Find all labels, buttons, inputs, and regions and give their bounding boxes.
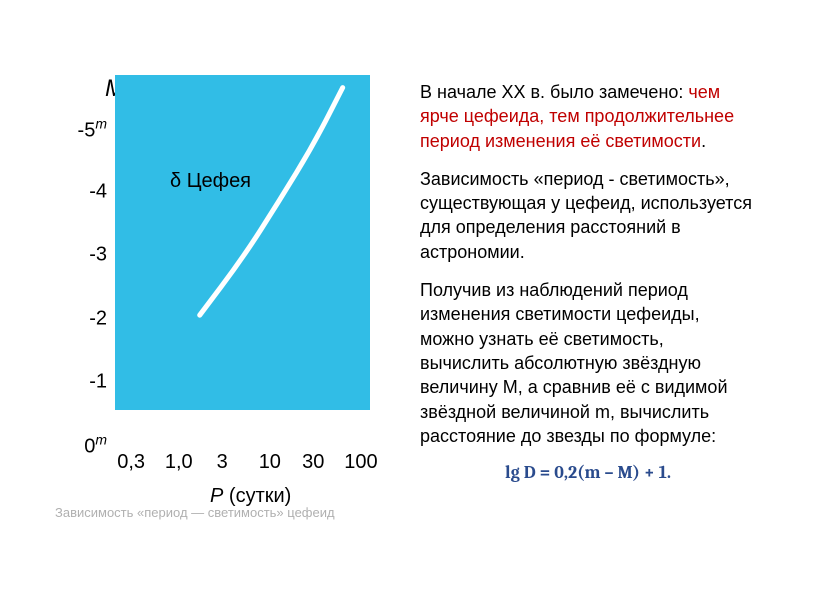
paragraph-2: Зависимость «период - светимость», сущес… <box>420 167 756 264</box>
x-tick: 100 <box>344 451 377 474</box>
y-tick: -4 <box>89 181 107 204</box>
text-column: В начале XX в. было замечено: чем ярче ц… <box>420 40 776 520</box>
slide-container: M -5m-4-3-2-10m δ Цефея 0,31,031030100 P… <box>0 0 816 520</box>
x-tick: 30 <box>302 451 324 474</box>
p1-pre: В начале XX в. было замечено: <box>420 82 688 102</box>
y-axis: -5m-4-3-2-10m <box>60 110 115 445</box>
plot-area: δ Цефея <box>115 75 370 410</box>
x-tick: 10 <box>259 451 281 474</box>
y-tick: -2 <box>89 307 107 330</box>
y-tick: -3 <box>89 244 107 267</box>
y-tick: -5m <box>78 116 107 143</box>
p1-post: . <box>701 131 706 151</box>
x-axis-unit: (сутки) <box>229 485 291 507</box>
x-axis-label: P (сутки) <box>210 485 291 508</box>
x-tick: 1,0 <box>165 451 193 474</box>
paragraph-1: В начале XX в. было замечено: чем ярче ц… <box>420 80 756 153</box>
formula: lg D = 0,2(m – M) + 1. <box>420 462 756 483</box>
x-axis-var: P <box>210 485 223 507</box>
series-label: δ Цефея <box>170 170 251 193</box>
y-tick: -1 <box>89 370 107 393</box>
y-tick: 0m <box>84 432 107 459</box>
curve-svg <box>115 75 370 410</box>
x-tick: 0,3 <box>117 451 145 474</box>
chart-column: M -5m-4-3-2-10m δ Цефея 0,31,031030100 P… <box>60 40 380 520</box>
x-tick: 3 <box>217 451 228 474</box>
paragraph-3: Получив из наблюдений период изменения с… <box>420 278 756 448</box>
cepheid-curve <box>200 88 343 316</box>
chart-wrapper: M -5m-4-3-2-10m δ Цефея 0,31,031030100 P… <box>60 75 380 520</box>
